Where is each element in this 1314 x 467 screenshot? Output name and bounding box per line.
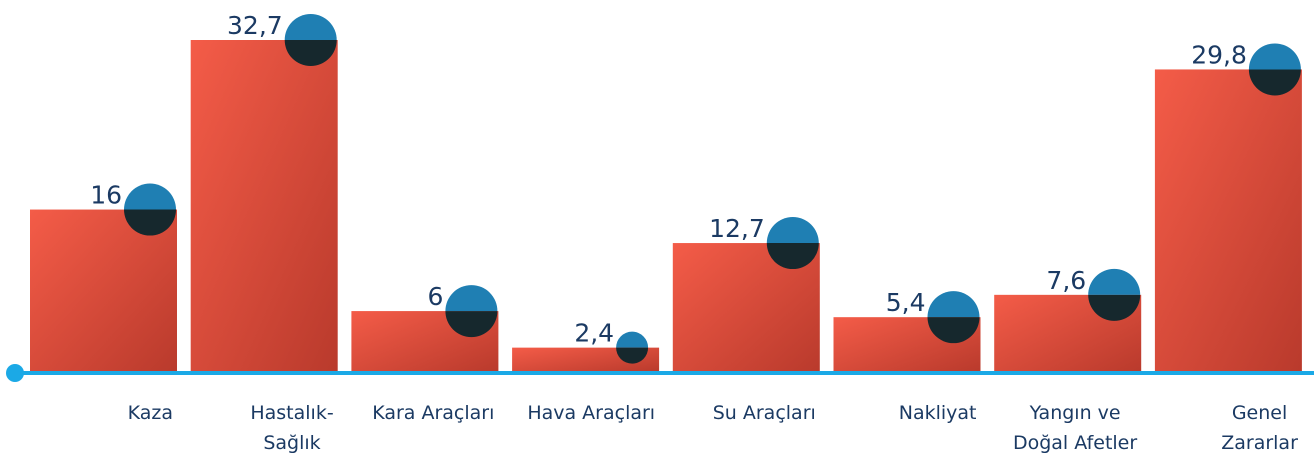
badge-top (124, 183, 176, 210)
x-tick-label: Su Araçları (712, 402, 816, 424)
value-label: 5,4 (886, 288, 926, 317)
badge-top (616, 331, 649, 348)
bar-badge (124, 183, 176, 236)
badge-top (766, 217, 819, 244)
bar-badge (766, 217, 819, 270)
x-tick-label: Hastalık- Sağlık (250, 402, 334, 454)
badge-top (1248, 43, 1301, 70)
bar-badge (1248, 43, 1301, 96)
badge-top (284, 14, 337, 41)
value-label: 12,7 (709, 214, 765, 243)
x-tick-label: Kaza (127, 402, 173, 424)
badge-bottom (1248, 69, 1301, 96)
badge-top (445, 285, 498, 312)
bar-badge (616, 331, 649, 364)
value-label: 2,4 (574, 319, 614, 348)
value-label: 7,6 (1046, 266, 1086, 295)
x-tick-label: Kara Araçları (372, 402, 495, 424)
value-label: 32,7 (227, 11, 283, 40)
bar-badge (284, 14, 337, 66)
bar-badge (1088, 268, 1141, 321)
badge-bottom (284, 40, 337, 66)
badge-bottom (1088, 294, 1141, 321)
value-label: 6 (427, 282, 443, 311)
bar (30, 209, 177, 372)
x-tick-label: Genel Zararlar (1221, 402, 1298, 454)
badge-top (1088, 268, 1141, 295)
x-tick-label: Nakliyat (898, 402, 977, 424)
badge-bottom (616, 347, 649, 364)
bar (1154, 69, 1302, 373)
x-tick-label: Hava Araçları (527, 402, 656, 424)
bar-badge (445, 285, 498, 338)
badge-bottom (445, 311, 498, 338)
badge-top (927, 291, 980, 318)
bar (190, 40, 338, 372)
x-tick-label: Yangın ve Doğal Afetler (1012, 402, 1138, 454)
badge-bottom (124, 209, 176, 236)
value-label: 29,8 (1191, 40, 1247, 69)
badge-bottom (766, 243, 819, 270)
axis-dot (6, 364, 24, 382)
badge-bottom (927, 317, 980, 344)
bar-badge (927, 291, 980, 344)
value-label: 16 (90, 181, 122, 210)
